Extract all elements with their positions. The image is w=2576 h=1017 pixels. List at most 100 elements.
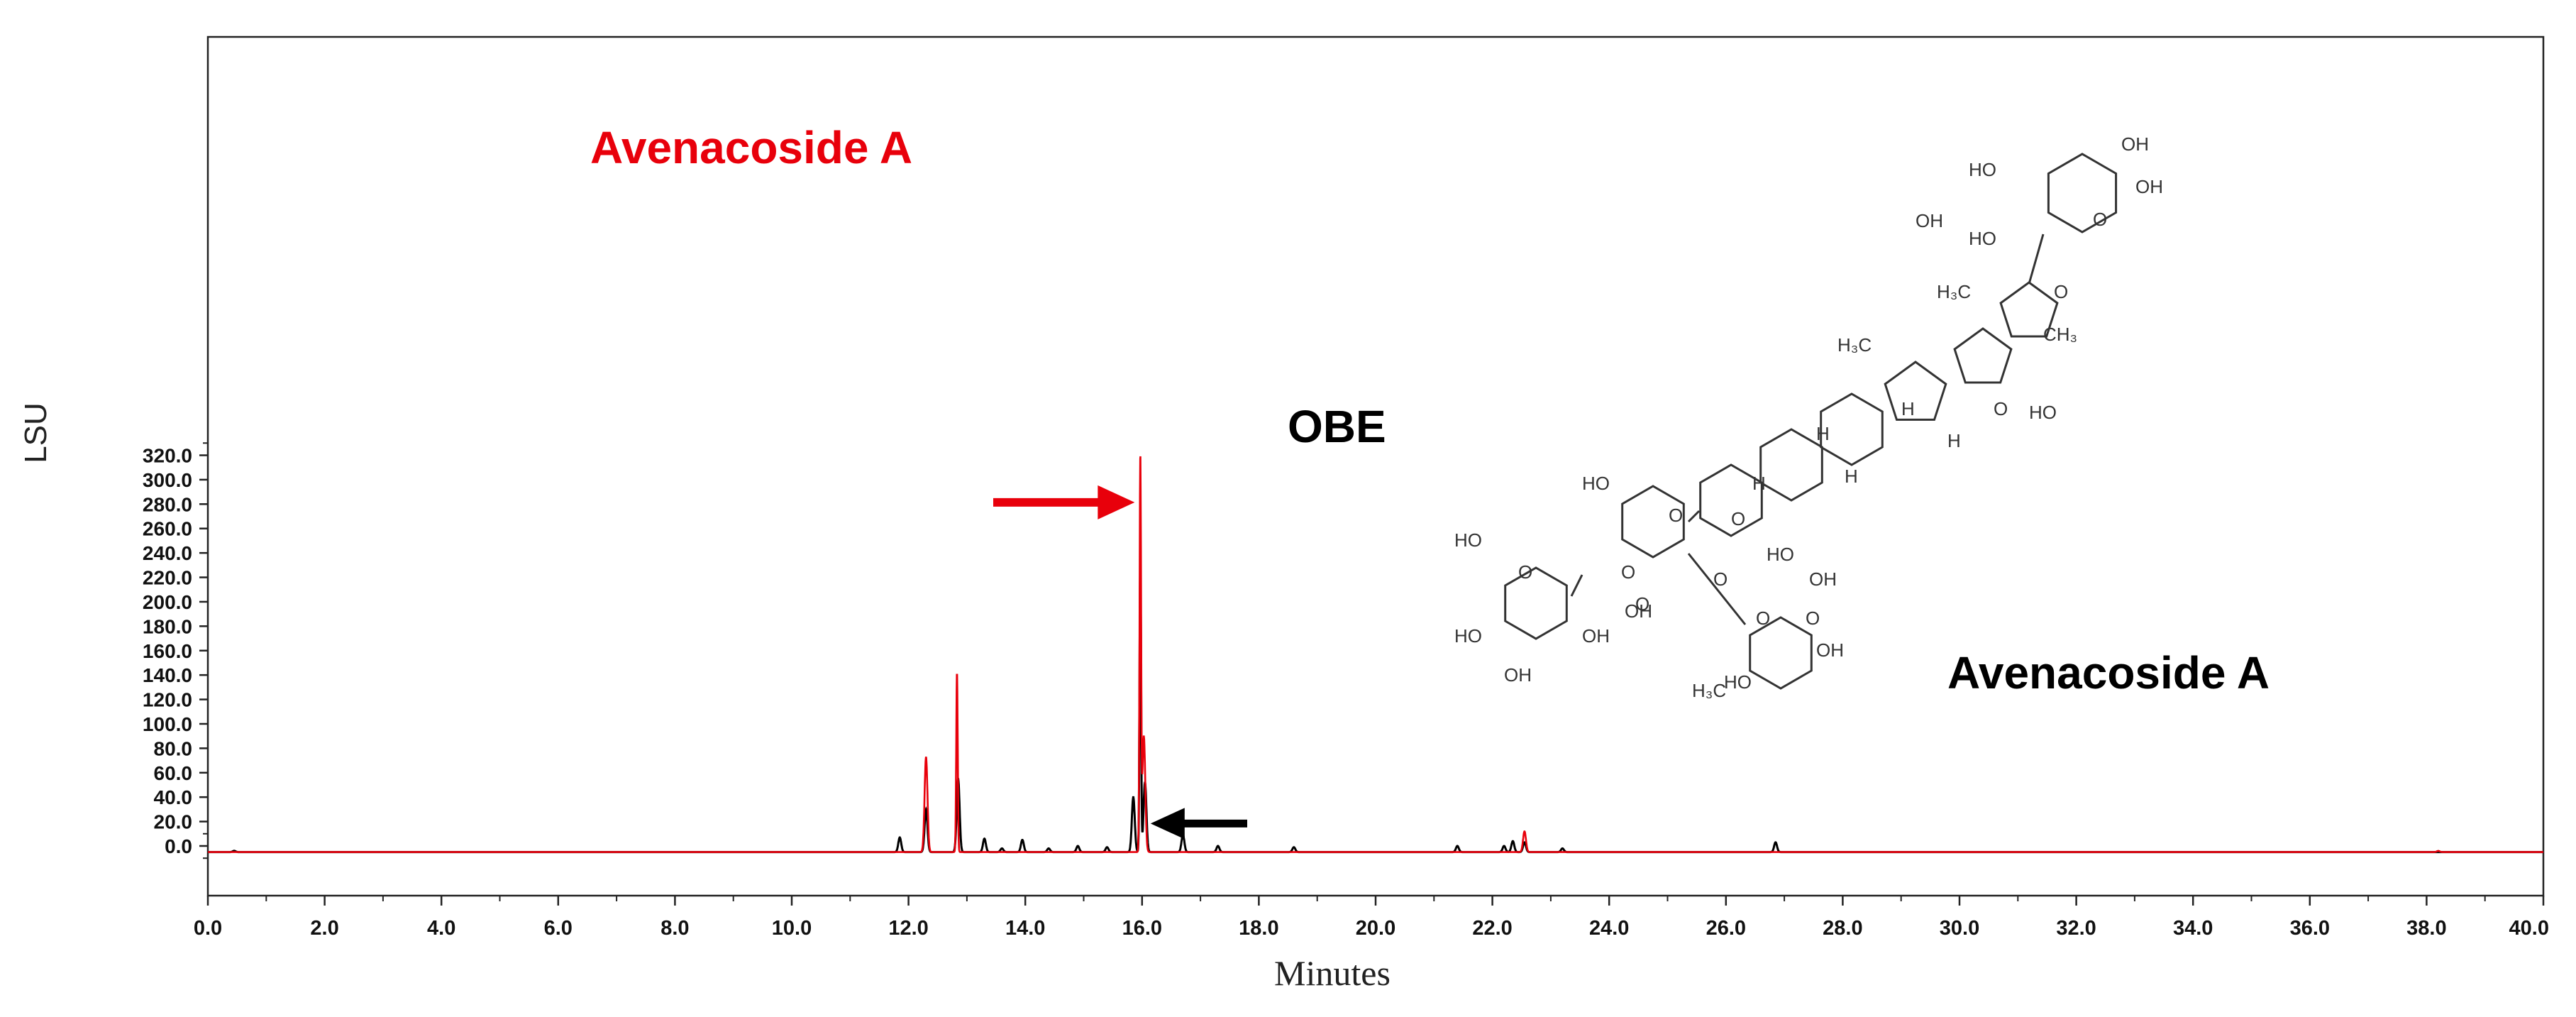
structure-atom-label: O [2093, 209, 2107, 230]
structure-atom-label: OH [1816, 639, 1844, 661]
structure-atom-label: HO [2029, 402, 2057, 423]
ring [1884, 361, 1947, 421]
structure-atom-label: HO [1969, 159, 1996, 180]
structure-atom-label: CH₃ [2043, 324, 2077, 345]
structure-atom-label: HO [1969, 228, 1996, 249]
x-tick-label: 0.0 [194, 917, 222, 940]
structure-atom-label: O [1806, 608, 1820, 629]
x-tick-label: 16.0 [1122, 917, 1162, 940]
structure-atom-label: OH [1625, 600, 1652, 622]
x-tick-label: 36.0 [2290, 917, 2330, 940]
x-tick-label: 34.0 [2173, 917, 2213, 940]
structure-atom-label: O [1994, 398, 2008, 419]
plot-frame [206, 35, 2545, 897]
x-tick-label: 12.0 [888, 917, 928, 940]
bond [1687, 553, 1747, 625]
structure-drawing [1504, 153, 2118, 690]
y-tick-label: 180.0 [143, 615, 192, 637]
x-tick-label: 40.0 [2509, 917, 2549, 940]
chemical-structure-diagram: OH HO HO OH H₃C H₃C CH₃ H H H H H HO HO OH HO OH OH HO OH HO… [1454, 133, 2163, 701]
x-tick-label: 38.0 [2406, 917, 2446, 940]
structure-atom-label: OH [1504, 664, 1532, 686]
annotations: Avenacoside A OBE Avenacoside A [590, 122, 2270, 840]
obe-peak-label: OBE [1288, 401, 1386, 452]
ring [1999, 281, 2059, 338]
y-tick-label: 300.0 [143, 469, 192, 491]
x-tick-label: 20.0 [1356, 917, 1395, 940]
series-1 [208, 453, 2543, 853]
y-axis-title: LSU [18, 402, 53, 463]
y-tick-label: 220.0 [143, 567, 192, 589]
y-tick-label: 320.0 [143, 445, 192, 467]
ring [1820, 392, 1884, 466]
x-tick-label: 30.0 [1940, 917, 1979, 940]
x-axis-title: Minutes [1274, 953, 1391, 993]
structure-atom-label: O [1669, 505, 1683, 526]
structure-atom-label: O [1635, 593, 1649, 615]
structure-atom-label: OH [2135, 176, 2163, 197]
structure-atom-label: H [1752, 473, 1766, 494]
obe-arrowhead [1150, 808, 1185, 840]
structure-atom-label: OH [2121, 133, 2149, 155]
structure-atom-label: O [2054, 281, 2068, 302]
bond [1687, 510, 1701, 523]
structure-atom-label: HO [1724, 671, 1752, 693]
x-tick-label: 6.0 [544, 917, 573, 940]
structure-atom-label: OH [1809, 568, 1837, 590]
bond [2028, 233, 2045, 285]
y-tick-label: 240.0 [143, 542, 192, 564]
bond [1570, 574, 1583, 597]
y-tick-label: 80.0 [154, 737, 193, 759]
x-tick-label: 4.0 [427, 917, 455, 940]
series-line [208, 559, 2543, 854]
y-tick-label: 40.0 [154, 786, 193, 808]
structure-atom-label: OH [1582, 625, 1610, 647]
ring [1759, 428, 1823, 502]
ring [1749, 616, 1813, 690]
x-tick-label: 10.0 [772, 917, 812, 940]
y-tick-label: 120.0 [143, 689, 192, 711]
structure-atom-label: O [1518, 561, 1532, 583]
structure-atom-label: H₃C [1937, 281, 1971, 302]
x-tick-label: 14.0 [1005, 917, 1045, 940]
structure-atom-label: H [1901, 398, 1915, 419]
x-tick-label: 8.0 [660, 917, 689, 940]
structure-atom-label: O [1756, 608, 1770, 629]
y-tick-label: 20.0 [154, 811, 193, 833]
ring [1953, 327, 2013, 384]
series-line [208, 456, 2543, 853]
structure-atom-label: O [1731, 508, 1745, 529]
structure-atom-label: HO [1582, 473, 1610, 494]
structure-atom-label: H [1947, 430, 1961, 451]
x-tick-label: 22.0 [1472, 917, 1512, 940]
x-tick-label: 32.0 [2056, 917, 2096, 940]
y-tick-label: 0.0 [165, 835, 192, 857]
y-tick-label: 100.0 [143, 713, 192, 735]
structure-atom-label: H [1816, 423, 1830, 444]
structure-atom-label: O [1713, 568, 1728, 590]
structure-atom-label: H₃C [1837, 334, 1872, 356]
y-tick-label: 160.0 [143, 640, 192, 662]
ring [1621, 485, 1685, 559]
structure-atom-label: OH [1916, 210, 1943, 231]
plot-border [206, 35, 2545, 897]
structure-atom-label: O [1621, 561, 1635, 583]
structure-atom-label: HO [1454, 529, 1482, 551]
axes: 0.0 2.0 4.0 6.0 8.0 10.0 12.0 14.0 16.0 18.0 20.0 2… [143, 442, 2549, 940]
structure-atom-label: H₃C [1692, 680, 1726, 701]
structure-atom-label: HO [1454, 625, 1482, 647]
x-tick-label: 28.0 [1823, 917, 1862, 940]
y-tick-label: 140.0 [143, 664, 192, 686]
x-tick-label: 18.0 [1239, 917, 1278, 940]
structure-atom-label: HO [1767, 544, 1794, 565]
ring [2047, 153, 2118, 233]
series-0 [208, 553, 2543, 854]
x-tick-label: 2.0 [310, 917, 338, 940]
x-tick-label: 26.0 [1706, 917, 1746, 940]
y-tick-label: 280.0 [143, 493, 192, 515]
structure-name-label: Avenacoside A [1947, 647, 2270, 698]
avenacoside-arrowhead [1098, 485, 1135, 520]
ring [1504, 566, 1568, 640]
x-tick-label: 24.0 [1589, 917, 1629, 940]
